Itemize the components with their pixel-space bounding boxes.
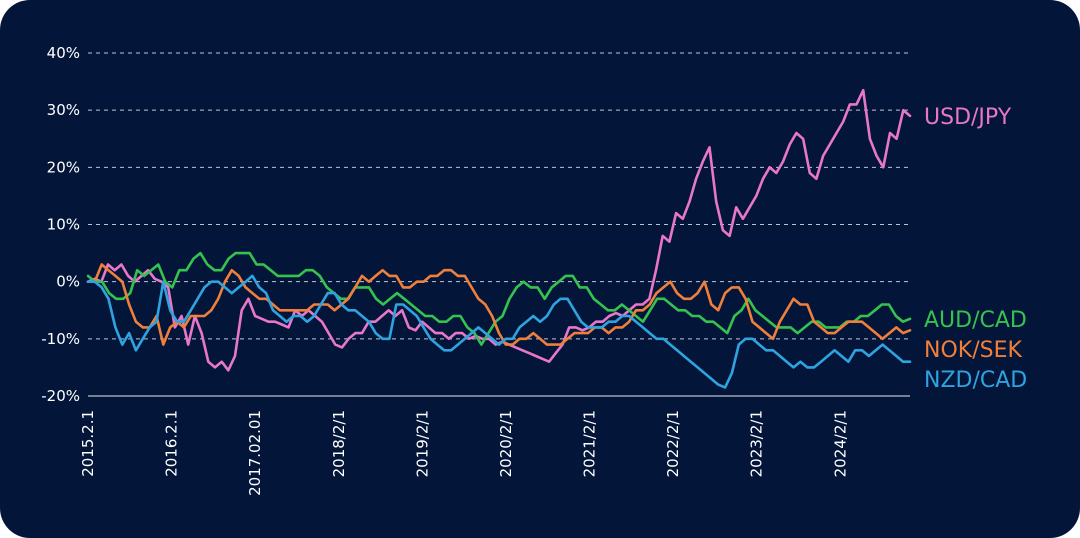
- x-tick-label: 2022/2/1: [664, 410, 682, 477]
- x-tick-label: 2021/2/1: [581, 410, 599, 477]
- x-tick-label: 2015.2.1: [79, 410, 97, 477]
- x-tick-label: 2023/2/1: [748, 410, 766, 477]
- legend-aud-cad: AUD/CAD: [924, 308, 1027, 333]
- series-line-aud-cad: [86, 251, 912, 346]
- x-tick-label: 2018/2/1: [330, 410, 348, 477]
- y-tick-label: 30%: [47, 101, 80, 119]
- series-line-nzd-cad: [86, 274, 912, 389]
- legend-nok-sek: NOK/SEK: [924, 338, 1022, 363]
- x-tick-label: 2019/2/1: [413, 410, 431, 477]
- gridlines: [88, 52, 910, 397]
- x-tick-label: 2017.02.01: [246, 410, 264, 496]
- series-lines: [86, 88, 912, 389]
- y-tick-label: 20%: [47, 158, 80, 176]
- x-axis-ticks: 2015.2.1 2016.2.1 2017.02.01 2018/2/1 2019/2…: [79, 410, 849, 496]
- legend: USD/JPY AUD/CAD NOK/SEK NZD/CAD: [924, 105, 1027, 393]
- legend-usd-jpy: USD/JPY: [924, 105, 1012, 130]
- y-tick-label: 40%: [47, 44, 80, 62]
- y-tick-label: -10%: [41, 330, 80, 348]
- legend-nzd-cad: NZD/CAD: [924, 368, 1027, 393]
- y-tick-label: 0%: [56, 273, 80, 291]
- y-axis-ticks: 40% 30% 20% 10% 0% -10% -20%: [41, 44, 80, 405]
- x-tick-label: 2016.2.1: [163, 410, 181, 477]
- y-tick-label: 10%: [47, 216, 80, 234]
- x-tick-label: 2020/2/1: [497, 410, 515, 477]
- x-tick-label: 2024/2/1: [831, 410, 849, 477]
- series-line-nok-sek: [86, 263, 912, 346]
- y-tick-label: -20%: [41, 387, 80, 405]
